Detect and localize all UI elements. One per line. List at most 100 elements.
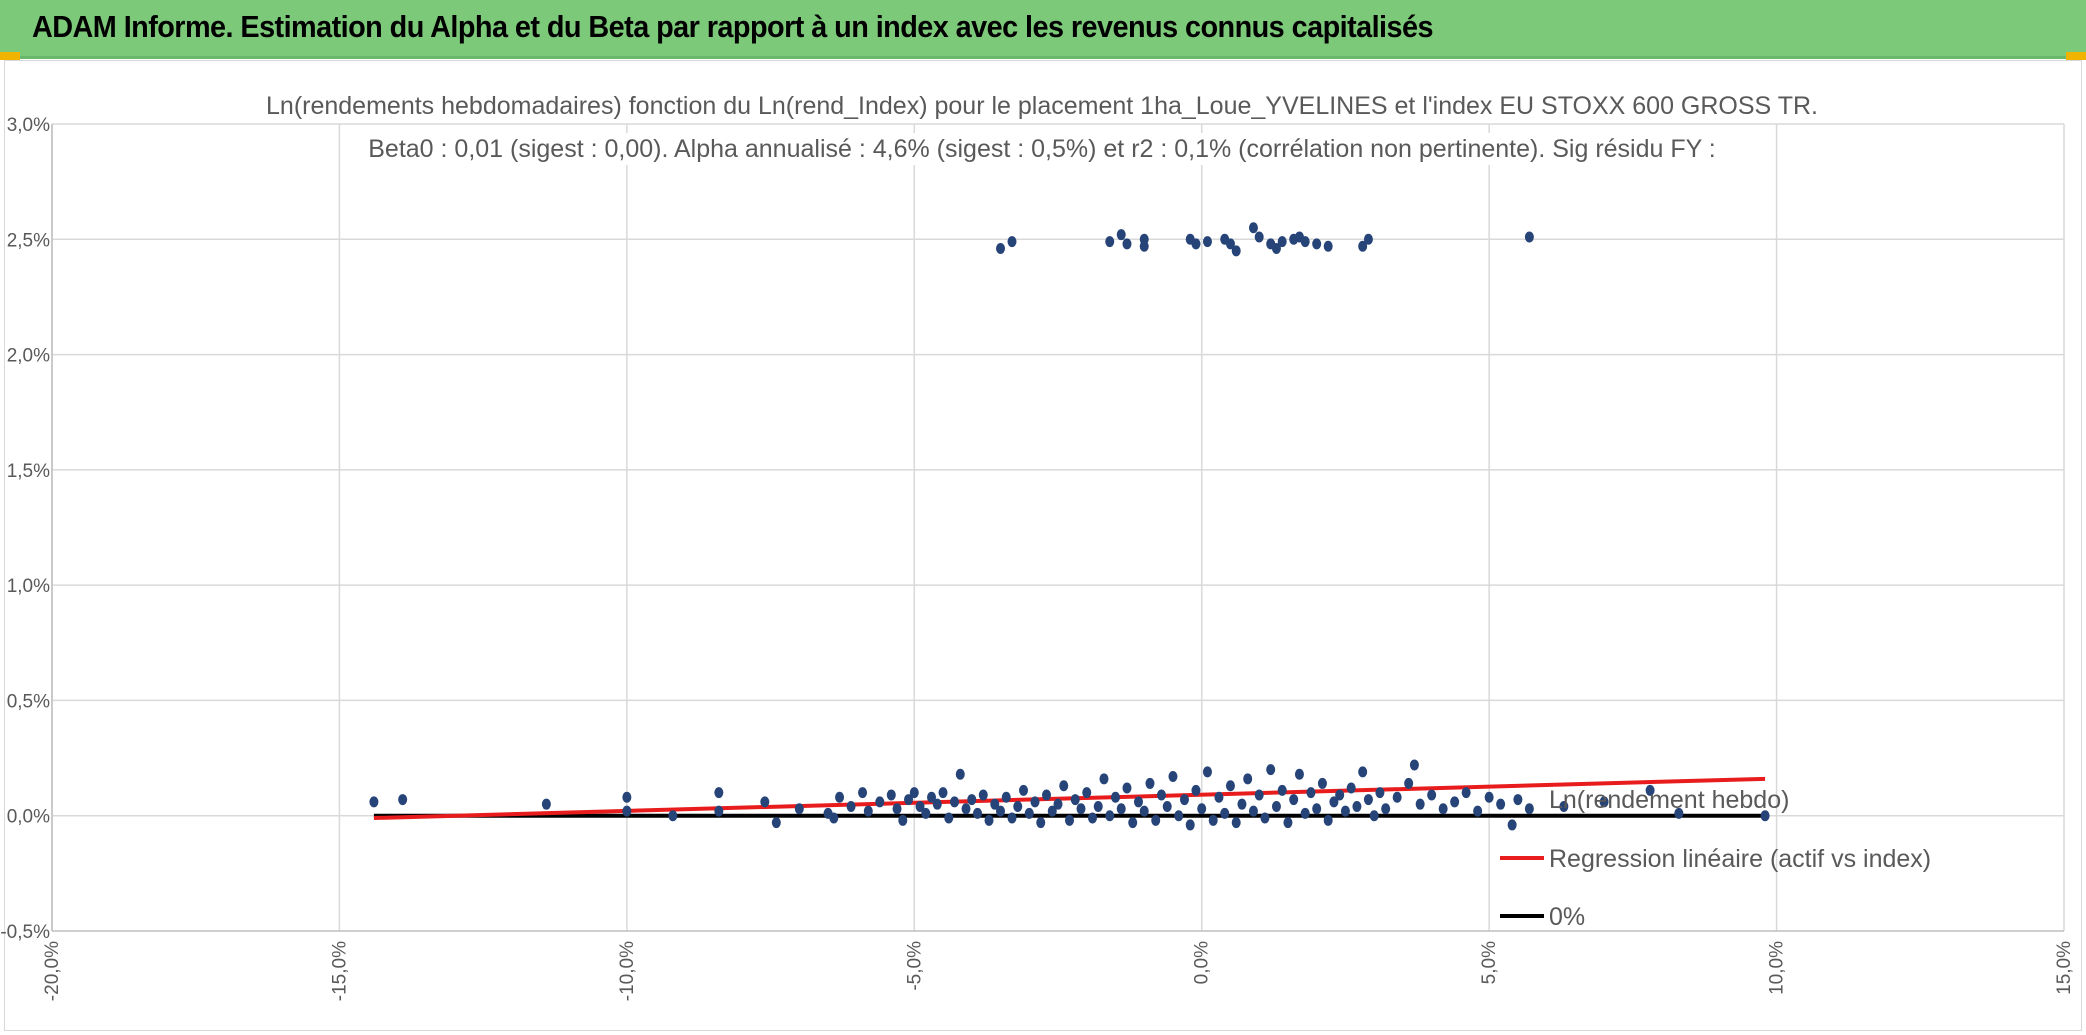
data-point [1174, 810, 1184, 822]
data-point [1070, 794, 1080, 806]
data-point [1225, 780, 1235, 792]
data-point [1116, 803, 1126, 815]
data-point [1093, 800, 1103, 812]
axes: -0,5% 0,0% 0,5% 1,0% 1,5% 2,0% 2,5% 3,0% -20,0% -… [0, 115, 2075, 1001]
data-point [1473, 805, 1483, 817]
legend-label: 0% [1549, 903, 1585, 931]
data-point [771, 817, 781, 829]
data-point [1013, 800, 1023, 812]
data-point [1007, 236, 1017, 248]
chart-title-backdrop [258, 90, 1826, 122]
data-point [904, 794, 914, 806]
data-point [1231, 817, 1241, 829]
legend-label: Regression linéaire (actif vs index) [1549, 845, 1931, 873]
data-point [886, 789, 896, 801]
data-point [1151, 814, 1161, 826]
data-point [369, 796, 379, 808]
data-point [875, 796, 885, 808]
data-point [1030, 796, 1040, 808]
y-tick-label: 3,0% [7, 115, 50, 136]
data-point [1133, 796, 1143, 808]
y-tick-label: 1,5% [7, 461, 50, 482]
data-point [1271, 800, 1281, 812]
data-point [1760, 810, 1770, 822]
data-point [978, 789, 988, 801]
x-tick-label: 0,0% [1192, 941, 1213, 984]
x-tick-label: -10,0% [617, 941, 638, 1001]
data-point [1237, 798, 1247, 810]
data-point [1007, 812, 1017, 824]
data-point [1300, 807, 1310, 819]
data-point [898, 814, 908, 826]
chart-frame [4, 60, 2082, 1031]
data-point [996, 243, 1006, 255]
data-point [1059, 780, 1069, 792]
data-point [1191, 238, 1201, 250]
data-point [909, 787, 919, 799]
data-point [921, 807, 931, 819]
data-point [622, 805, 632, 817]
report-banner: ADAM Informe. Estimation du Alpha et du … [0, 0, 2086, 59]
data-point [863, 805, 873, 817]
data-point [1076, 803, 1086, 815]
gridlines [51, 123, 2065, 931]
data-point [1220, 807, 1230, 819]
data-point [915, 800, 925, 812]
x-tick-label: -15,0% [329, 941, 350, 1001]
data-point [1289, 794, 1299, 806]
regression-line [373, 776, 1766, 821]
data-point [1099, 773, 1109, 785]
data-point [1139, 805, 1149, 817]
data-point [1277, 784, 1287, 796]
data-point [984, 814, 994, 826]
x-tick-label: 15,0% [2054, 941, 2075, 995]
data-point [1271, 243, 1281, 255]
legend-label: Ln(rendement hebdo) [1549, 786, 1789, 814]
data-point [1358, 240, 1368, 252]
data-point [1375, 787, 1385, 799]
data-point [1496, 798, 1506, 810]
data-point [1116, 229, 1126, 241]
data-point [950, 796, 960, 808]
data-point [714, 805, 724, 817]
data-point [1513, 794, 1523, 806]
data-point [1042, 789, 1052, 801]
data-point [1645, 784, 1655, 796]
data-point [1053, 798, 1063, 810]
data-point [990, 798, 1000, 810]
series-points [369, 222, 1770, 831]
data-point [1064, 814, 1074, 826]
y-tick-label: 0,0% [7, 807, 50, 828]
data-point [1461, 787, 1471, 799]
data-point [1208, 814, 1218, 826]
data-point [1036, 817, 1046, 829]
chart-title-block: Ln(rendements hebdomadaires) fonction du… [258, 90, 1826, 165]
data-point [1392, 791, 1402, 803]
data-point [1047, 805, 1057, 817]
x-tick-label: 10,0% [1767, 941, 1788, 995]
data-point [932, 798, 942, 810]
data-point [1352, 800, 1362, 812]
data-point [1438, 803, 1448, 815]
data-point [1559, 800, 1569, 812]
data-point [927, 791, 937, 803]
data-point [1122, 782, 1132, 794]
data-point [1248, 805, 1258, 817]
data-point [1145, 777, 1155, 789]
data-point [973, 807, 983, 819]
data-point [846, 800, 856, 812]
data-point [1484, 791, 1494, 803]
data-point [1599, 796, 1609, 808]
data-point [1294, 768, 1304, 780]
data-point [1306, 787, 1316, 799]
data-point [1191, 784, 1201, 796]
data-point [1524, 803, 1534, 815]
data-point [622, 791, 632, 803]
data-point [1507, 819, 1517, 831]
data-point [1024, 807, 1034, 819]
data-point [1254, 789, 1264, 801]
data-point [1340, 805, 1350, 817]
data-point [835, 791, 845, 803]
chart-title: Ln(rendements hebdomadaires) fonction du… [266, 92, 1818, 120]
y-tick-label: 1,0% [7, 576, 50, 597]
